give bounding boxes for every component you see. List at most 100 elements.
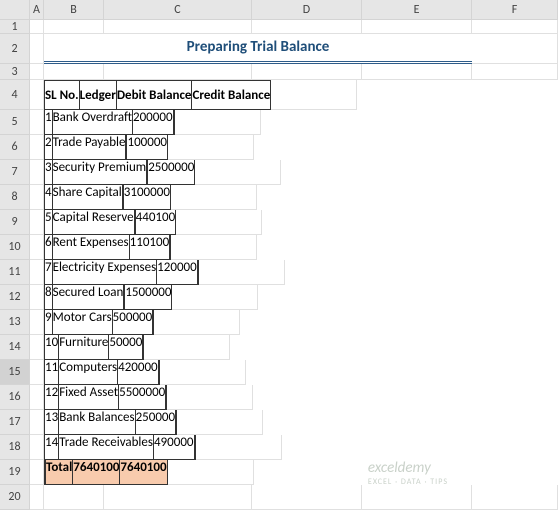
td-ledger[interactable]: Furniture (59, 335, 109, 360)
cell[interactable] (176, 210, 262, 235)
td-sl[interactable]: 10 (44, 335, 59, 360)
cell[interactable] (160, 360, 246, 385)
td-debit[interactable]: 110100 (130, 235, 171, 260)
cell[interactable] (104, 64, 252, 80)
row-header-1[interactable]: 1 (0, 20, 30, 34)
cell[interactable] (167, 385, 253, 410)
cell[interactable] (472, 64, 558, 80)
cell[interactable] (199, 260, 285, 285)
td-debit[interactable]: 420000 (118, 360, 159, 385)
col-header-E[interactable]: E (362, 0, 472, 19)
td-debit[interactable]: 490000 (154, 435, 195, 460)
th-ledger[interactable]: Ledger (80, 80, 117, 110)
cell[interactable] (175, 110, 261, 135)
row-header-17[interactable]: 17 (0, 410, 30, 435)
td-debit[interactable]: 50000 (109, 335, 143, 360)
cell[interactable] (362, 485, 472, 510)
cell[interactable] (30, 210, 44, 235)
row-header-2[interactable]: 2 (0, 34, 30, 64)
td-ledger[interactable]: Fixed Asset (59, 385, 119, 410)
col-header-D[interactable]: D (252, 0, 362, 19)
cell[interactable] (362, 20, 472, 34)
cell[interactable] (104, 485, 252, 510)
row-header-7[interactable]: 7 (0, 160, 30, 185)
row-header-10[interactable]: 10 (0, 235, 30, 260)
td-sl[interactable]: 2 (44, 135, 53, 160)
total-credit[interactable]: 7640100 (120, 460, 167, 485)
row-header-16[interactable]: 16 (0, 385, 30, 410)
td-credit[interactable]: 100000 (127, 135, 168, 160)
td-debit[interactable]: 5500000 (119, 385, 166, 410)
td-ledger[interactable]: Bank Overdraft (53, 110, 133, 135)
cell[interactable] (44, 485, 104, 510)
cell[interactable] (30, 64, 44, 80)
cell[interactable] (30, 335, 44, 360)
td-sl[interactable]: 8 (44, 285, 53, 310)
cell[interactable] (171, 235, 257, 260)
row-header-18[interactable]: 18 (0, 435, 30, 460)
cell[interactable] (271, 80, 357, 110)
row-header-20[interactable]: 20 (0, 485, 30, 510)
cell[interactable] (252, 64, 362, 80)
cell[interactable] (30, 360, 44, 385)
td-debit[interactable]: 250000 (136, 410, 177, 435)
td-sl[interactable]: 9 (44, 310, 53, 335)
cell[interactable] (171, 185, 257, 210)
td-sl[interactable]: 7 (44, 260, 53, 285)
row-header-11[interactable]: 11 (0, 260, 30, 285)
cell[interactable] (154, 310, 240, 335)
td-ledger[interactable]: Secured Loan (53, 285, 125, 310)
cell[interactable] (196, 435, 282, 460)
td-credit[interactable]: 2500000 (148, 160, 195, 185)
cell[interactable] (30, 20, 44, 34)
td-credit[interactable]: 440100 (136, 210, 177, 235)
cell[interactable] (30, 460, 44, 485)
cell[interactable] (30, 185, 44, 210)
th-debit[interactable]: Debit Balance (117, 80, 193, 110)
td-credit[interactable]: 1500000 (125, 285, 172, 310)
td-sl[interactable]: 5 (44, 210, 53, 235)
td-sl[interactable]: 12 (44, 385, 59, 410)
td-debit[interactable]: 120000 (157, 260, 198, 285)
row-header-12[interactable]: 12 (0, 285, 30, 310)
td-ledger[interactable]: Security Premium (53, 160, 148, 185)
cell[interactable] (30, 80, 44, 110)
cell[interactable] (168, 460, 254, 485)
td-sl[interactable]: 4 (44, 185, 53, 210)
td-sl[interactable]: 3 (44, 160, 53, 185)
col-header-B[interactable]: B (44, 0, 104, 19)
td-sl[interactable]: 1 (44, 110, 53, 135)
cell[interactable] (30, 260, 44, 285)
row-header-19[interactable]: 19 (0, 460, 30, 485)
cell[interactable] (30, 285, 44, 310)
td-ledger[interactable]: Trade Receivables (59, 435, 154, 460)
cell[interactable] (44, 20, 104, 34)
cell[interactable] (30, 135, 44, 160)
row-header-8[interactable]: 8 (0, 185, 30, 210)
td-debit[interactable]: 500000 (113, 310, 154, 335)
th-sl[interactable]: SL No. (44, 80, 80, 110)
td-credit[interactable]: 3100000 (124, 185, 171, 210)
cell[interactable] (252, 485, 362, 510)
page-title[interactable]: Preparing Trial Balance (44, 34, 472, 64)
col-header-A[interactable]: A (30, 0, 44, 19)
cell[interactable] (472, 34, 558, 64)
cell[interactable] (30, 485, 44, 510)
cell[interactable] (30, 435, 44, 460)
row-header-5[interactable]: 5 (0, 110, 30, 135)
cell[interactable] (472, 20, 558, 34)
cell[interactable] (362, 64, 472, 80)
cell[interactable] (177, 410, 263, 435)
col-header-F[interactable]: F (472, 0, 558, 19)
cell[interactable] (472, 485, 558, 510)
row-header-3[interactable]: 3 (0, 64, 30, 80)
row-header-14[interactable]: 14 (0, 335, 30, 360)
td-sl[interactable]: 11 (44, 360, 59, 385)
td-ledger[interactable]: Bank Balances (59, 410, 135, 435)
cell[interactable] (30, 110, 44, 135)
cell[interactable] (104, 20, 252, 34)
td-ledger[interactable]: Trade Payable (53, 135, 127, 160)
row-header-13[interactable]: 13 (0, 310, 30, 335)
cell[interactable] (30, 385, 44, 410)
cell[interactable] (30, 410, 44, 435)
